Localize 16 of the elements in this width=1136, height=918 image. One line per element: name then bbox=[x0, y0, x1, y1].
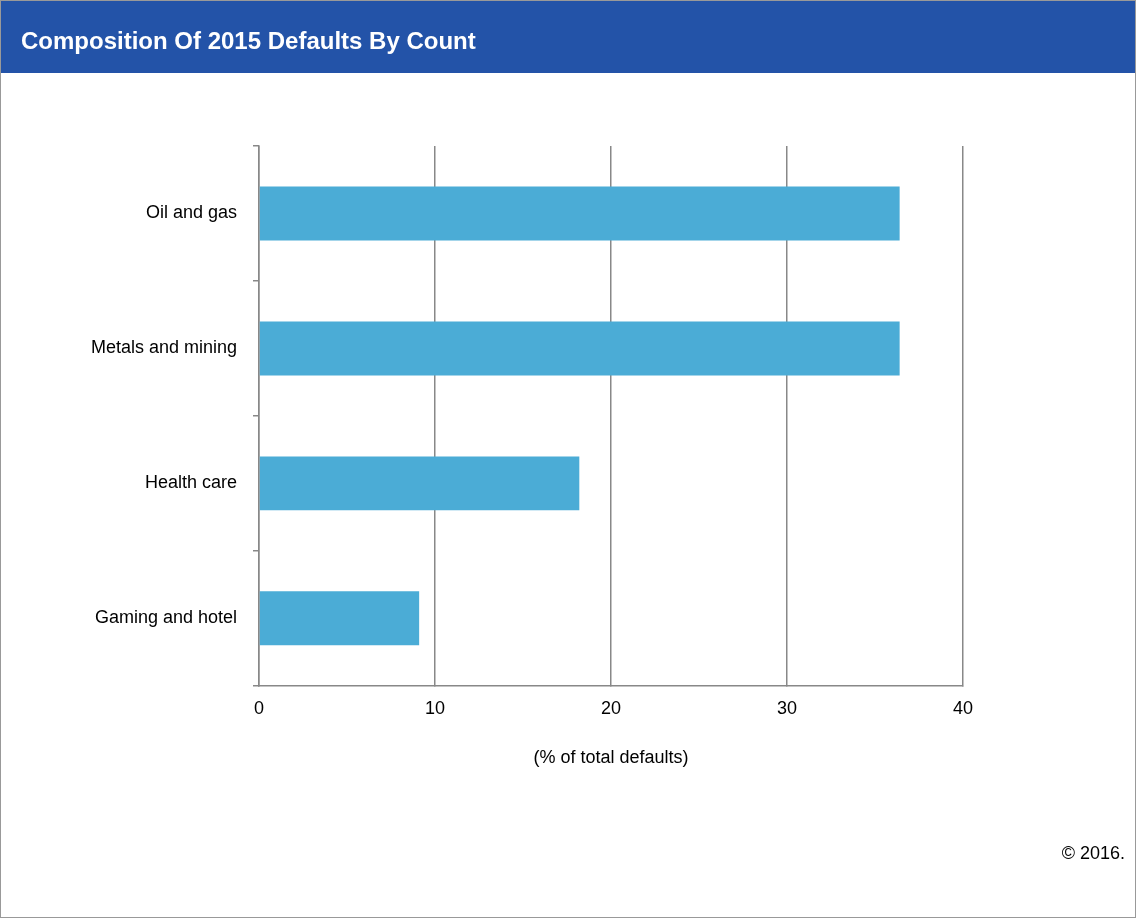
x-tick-label: 20 bbox=[600, 697, 622, 718]
x-tick-label: 30 bbox=[776, 697, 798, 718]
y-tick-label: Metals and mining bbox=[90, 337, 237, 358]
bar bbox=[259, 456, 580, 511]
x-tick-label: 0 bbox=[253, 697, 265, 718]
y-tick-label: Oil and gas bbox=[145, 202, 237, 223]
bar bbox=[259, 591, 420, 646]
bar bbox=[259, 186, 900, 241]
y-tick-label: Gaming and hotel bbox=[94, 607, 237, 628]
x-tick-label: 40 bbox=[952, 697, 974, 718]
text: © 2016. bbox=[1061, 843, 1125, 864]
bar bbox=[259, 321, 900, 376]
y-tick-label: Health care bbox=[144, 472, 237, 493]
x-axis-title: (% of total defaults) bbox=[533, 747, 689, 768]
x-tick-label: 10 bbox=[424, 697, 446, 718]
chart-title: Composition Of 2015 Defaults By Count bbox=[1, 1, 1135, 73]
